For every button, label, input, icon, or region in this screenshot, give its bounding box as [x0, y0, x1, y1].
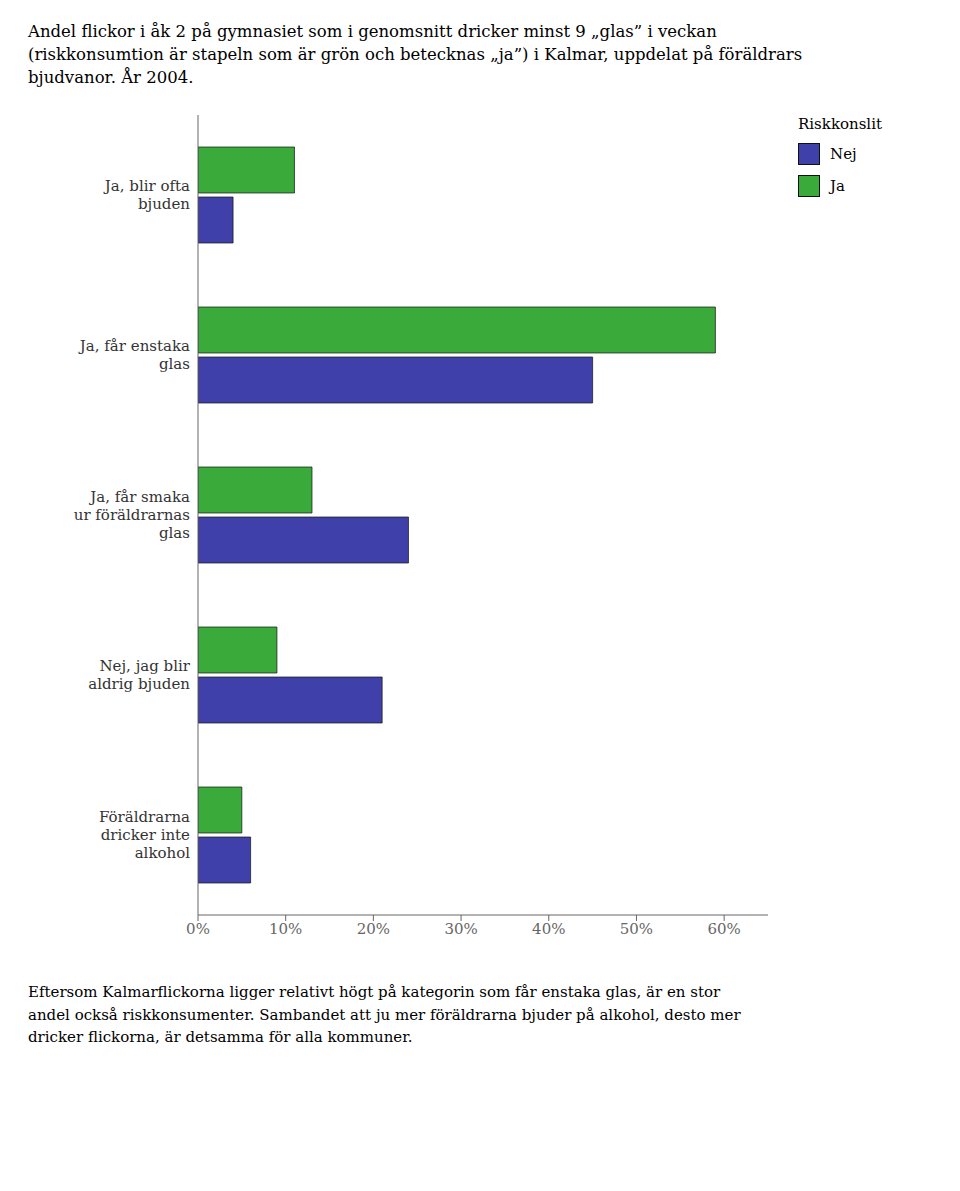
svg-text:30%: 30%: [444, 920, 477, 938]
svg-text:Föräldrarnadricker intealkohol: Föräldrarnadricker intealkohol: [99, 809, 190, 863]
svg-text:Nej, jag bliraldrig bjuden: Nej, jag bliraldrig bjuden: [88, 658, 191, 694]
svg-text:60%: 60%: [707, 920, 740, 938]
html-text:Ja: Ja: [830, 177, 845, 196]
svg-text:Ja, får smakaur föräldrarnasgl: Ja, får smakaur föräldrarnasglas: [74, 489, 190, 543]
svg-text:Ja, blir oftabjuden: Ja, blir oftabjuden: [103, 178, 191, 214]
svg-text:50%: 50%: [620, 920, 653, 938]
html-text:Andel flickor i åk 2 på gymnas: Andel flickor i åk 2 på gymnasiet som i …: [28, 22, 803, 88]
svg-text:40%: 40%: [532, 920, 565, 938]
svg-text:20%: 20%: [357, 920, 390, 938]
html-text:Eftersom Kalmarflickorna ligge: Eftersom Kalmarflickorna ligger relativt…: [28, 983, 741, 1047]
html-text:Riskkonslit: Riskkonslit: [798, 115, 882, 134]
svg-text:Ja, får enstakaglas: Ja, får enstakaglas: [78, 338, 190, 374]
svg-text:0%: 0%: [186, 920, 210, 938]
svg-text:10%: 10%: [269, 920, 302, 938]
html-text:Nej: Nej: [830, 145, 857, 164]
